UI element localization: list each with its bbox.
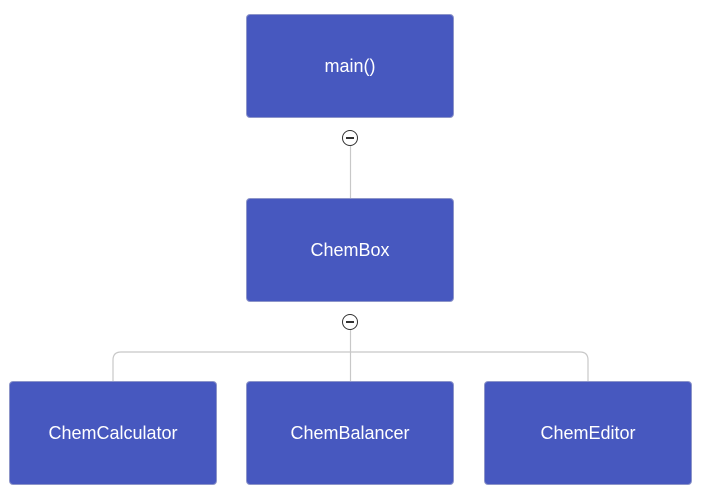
node-chembalancer[interactable]: ChemBalancer [246,381,454,485]
node-chemcalculator[interactable]: ChemCalculator [9,381,217,485]
node-chembalancer-label: ChemBalancer [290,422,410,443]
node-chemeditor[interactable]: ChemEditor [484,381,692,485]
collapse-toggle-chembox[interactable] [342,314,358,330]
node-chembox[interactable]: ChemBox [246,198,454,302]
node-main[interactable]: main() [246,14,454,118]
node-chemcalculator-label: ChemCalculator [48,422,178,443]
connector-branch-left [112,351,351,381]
connector-branch-right [350,351,589,381]
node-main-label: main() [324,55,376,76]
node-chembox-label: ChemBox [310,239,390,260]
collapse-toggle-main[interactable] [342,130,358,146]
node-chemeditor-label: ChemEditor [540,422,636,443]
